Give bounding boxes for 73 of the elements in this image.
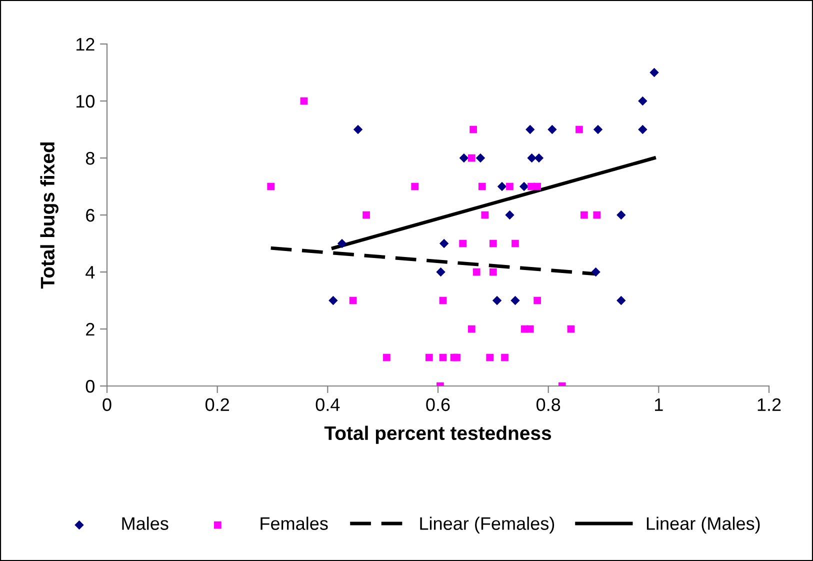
legend-label: Linear (Females): [420, 516, 554, 534]
x-tick-label: 0.6: [426, 398, 450, 412]
point: [337, 238, 347, 248]
point: [481, 211, 489, 219]
point: [459, 153, 469, 163]
x-tick-label: 0.2: [205, 398, 229, 412]
point: [439, 238, 449, 248]
y-tick-label: 6: [86, 208, 94, 222]
legend-label: Females: [260, 516, 328, 530]
point: [383, 354, 390, 362]
point: [472, 268, 480, 276]
point: [439, 354, 447, 362]
point: [436, 267, 446, 277]
x-axis-title: Total percent testedness: [324, 426, 552, 444]
point: [534, 296, 541, 304]
x-tick-label: 1: [655, 398, 663, 411]
point: [486, 354, 494, 362]
point: [616, 210, 626, 220]
point: [497, 182, 507, 192]
point: [426, 354, 433, 362]
point: [593, 124, 603, 134]
legend-label: Males: [122, 516, 168, 530]
point: [510, 296, 520, 306]
point: [300, 97, 308, 105]
point: [580, 211, 588, 219]
y-tick-label: 12: [76, 38, 94, 51]
y-tick-label: 8: [86, 152, 94, 165]
point: [593, 211, 601, 219]
point: [576, 126, 583, 134]
point: [459, 240, 466, 248]
point: [501, 354, 508, 362]
y-tick-label: 4: [86, 266, 95, 279]
y-tick-label: 10: [76, 94, 94, 108]
legend-label: Linear (Males): [646, 516, 760, 534]
point: [362, 211, 370, 219]
point: [353, 124, 363, 134]
point: [506, 182, 514, 190]
point: [478, 182, 486, 190]
point: [616, 296, 626, 306]
point: [439, 296, 447, 304]
x-tick-label: 0.4: [316, 398, 340, 412]
point: [468, 325, 476, 333]
point: [267, 182, 275, 190]
point: [468, 154, 476, 162]
point: [492, 296, 502, 306]
point: [505, 210, 514, 220]
point: [526, 325, 534, 333]
point: [489, 268, 497, 276]
point: [411, 182, 419, 190]
point: [527, 153, 536, 163]
x-tick-label: 0: [102, 398, 112, 412]
point: [534, 182, 541, 190]
point: [548, 124, 557, 134]
point: [512, 240, 519, 248]
point: [526, 124, 535, 134]
point: [638, 96, 648, 106]
point: [470, 126, 477, 134]
y-tick-label: 0: [86, 380, 94, 393]
y-tick-label: 2: [86, 322, 94, 336]
point: [567, 325, 575, 333]
x-tick-label: 0.8: [536, 398, 560, 412]
point: [519, 182, 529, 192]
point: [453, 354, 460, 362]
point: [638, 124, 648, 134]
point: [476, 153, 486, 163]
point: [328, 296, 338, 306]
x-tick-label: 1.2: [758, 398, 781, 411]
y-axis-title: Total bugs fixed: [40, 142, 58, 289]
point: [650, 68, 659, 78]
point: [534, 153, 544, 163]
point: [349, 296, 357, 304]
point: [591, 267, 600, 277]
point: [489, 240, 497, 248]
